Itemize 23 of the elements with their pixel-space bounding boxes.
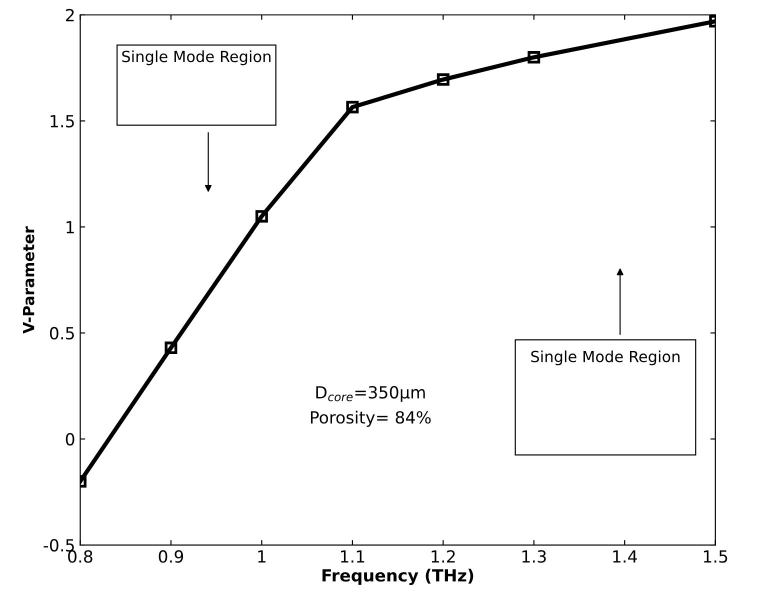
point <box>255 210 268 223</box>
x-tick-label: 1 <box>258 550 266 563</box>
annotation: D$_{core}$=350μm <box>316 386 425 402</box>
x-tick-label: 1.2 <box>432 550 455 563</box>
point <box>436 73 450 86</box>
x-axis-title: Frequency (THz) <box>322 568 474 586</box>
y-tick-label: -0.5 <box>44 538 74 552</box>
y-tick-label: 0 <box>66 432 74 446</box>
y-axis-title: V-Parameter <box>22 226 34 334</box>
x-tick-label: 1.4 <box>613 550 637 563</box>
annotation: Single Mode Region <box>531 350 680 366</box>
y-tick-label: 2 <box>66 8 74 22</box>
x-tick-label: 1.3 <box>522 550 546 563</box>
x-tick-label: 0.9 <box>158 550 184 563</box>
point <box>346 100 359 114</box>
x-tick-label: 1.5 <box>704 550 728 563</box>
y-tick-label: 0.5 <box>50 326 74 340</box>
x-tick-label: 0.8 <box>68 550 92 563</box>
x-tick-label: 1.1 <box>341 550 364 563</box>
y-tick-label: 1.5 <box>50 115 74 128</box>
annotation: Single Mode Region <box>122 50 270 66</box>
y-tick-label: 1 <box>66 221 74 234</box>
annotation: Porosity= 84% <box>310 410 431 427</box>
